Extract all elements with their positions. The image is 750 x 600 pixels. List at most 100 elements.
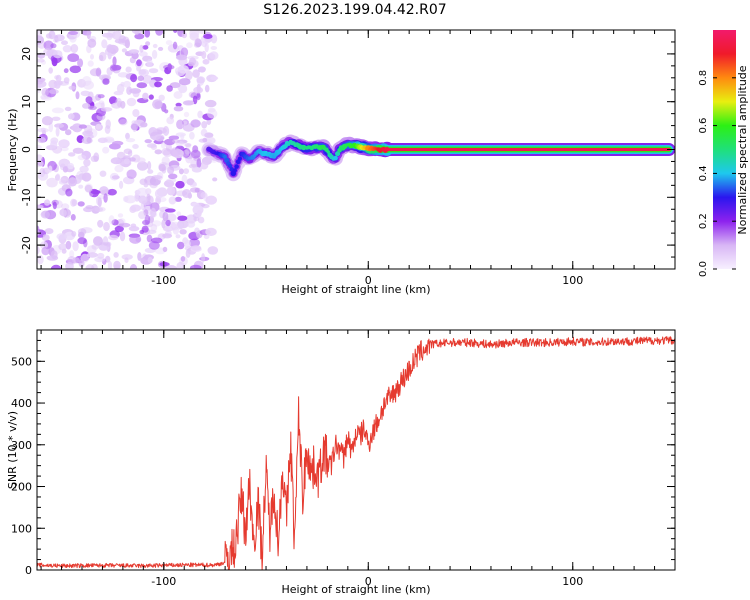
noise-blob bbox=[110, 157, 123, 165]
noise-blob bbox=[111, 219, 119, 226]
noise-blob bbox=[108, 234, 119, 241]
noise-blob bbox=[83, 239, 88, 248]
noise-blob bbox=[54, 123, 65, 128]
noise-blob bbox=[186, 221, 196, 228]
noise-blob bbox=[85, 205, 94, 210]
noise-blob bbox=[194, 188, 200, 193]
noise-blob bbox=[87, 38, 97, 48]
y-tick-label: 500 bbox=[11, 355, 32, 368]
noise-blob bbox=[129, 264, 138, 269]
noise-blob bbox=[137, 161, 148, 171]
noise-blob bbox=[83, 158, 91, 167]
noise-blob bbox=[55, 173, 61, 182]
noise-blob bbox=[151, 49, 158, 59]
noise-blob bbox=[207, 109, 218, 119]
noise-blob bbox=[57, 80, 70, 86]
noise-blob bbox=[107, 52, 112, 60]
noise-blob bbox=[90, 54, 94, 60]
noise-blob bbox=[55, 126, 60, 137]
noise-blob bbox=[177, 241, 185, 250]
noise-blob bbox=[78, 124, 87, 129]
noise-blob bbox=[205, 227, 217, 236]
noise-blob bbox=[150, 207, 157, 218]
noise-blob bbox=[68, 152, 76, 157]
noise-blob bbox=[175, 54, 188, 61]
noise-blob bbox=[117, 72, 129, 78]
noise-blob bbox=[63, 77, 70, 83]
noise-blob bbox=[37, 160, 44, 167]
noise-blob bbox=[193, 42, 201, 48]
noise-blob bbox=[138, 211, 146, 220]
noise-blob bbox=[43, 40, 54, 51]
snr-ticks: -100 0 100 0 100 200 300 400 500 bbox=[11, 329, 676, 588]
noise-blob bbox=[48, 165, 53, 173]
noise-blob bbox=[103, 193, 108, 203]
noise-blob bbox=[118, 222, 131, 228]
noise-blob bbox=[103, 221, 110, 232]
noise-blob bbox=[129, 234, 142, 244]
noise-blob bbox=[113, 90, 124, 96]
noise-blob bbox=[114, 164, 124, 173]
noise-blob bbox=[142, 45, 149, 50]
noise-blob bbox=[118, 218, 126, 224]
noise-blob bbox=[137, 75, 145, 82]
spectrogram-marks bbox=[37, 30, 675, 269]
noise-blob bbox=[125, 66, 132, 73]
noise-blob bbox=[46, 255, 59, 261]
noise-blob bbox=[42, 234, 50, 239]
noise-blob bbox=[44, 228, 54, 235]
noise-blob bbox=[80, 90, 91, 97]
spectrogram-noise-blobs bbox=[37, 30, 219, 269]
noise-blob bbox=[97, 137, 108, 144]
noise-blob bbox=[161, 147, 172, 156]
noise-blob bbox=[52, 201, 57, 210]
noise-blob bbox=[196, 158, 202, 169]
noise-blob bbox=[201, 253, 206, 263]
noise-blob bbox=[95, 67, 102, 77]
noise-blob bbox=[178, 168, 184, 175]
noise-blob bbox=[128, 49, 140, 54]
noise-blob bbox=[54, 75, 59, 80]
noise-blob bbox=[105, 119, 111, 129]
noise-blob bbox=[198, 30, 207, 34]
noise-blob bbox=[102, 146, 110, 154]
noise-blob bbox=[205, 195, 217, 205]
noise-blob bbox=[37, 144, 42, 151]
noise-blob bbox=[184, 148, 191, 155]
noise-blob bbox=[183, 168, 190, 175]
noise-blob bbox=[158, 46, 164, 51]
noise-blob bbox=[121, 48, 127, 53]
snr-xlabel: Height of straight line (km) bbox=[281, 583, 430, 596]
noise-blob bbox=[210, 76, 219, 81]
noise-blob bbox=[91, 263, 98, 269]
noise-blob bbox=[144, 139, 152, 144]
noise-blob bbox=[162, 246, 168, 252]
noise-blob bbox=[132, 109, 140, 117]
noise-blob bbox=[107, 188, 117, 196]
noise-blob bbox=[37, 77, 46, 83]
noise-blob bbox=[86, 30, 91, 40]
colorbar-tick-label: 0.4 bbox=[698, 165, 709, 181]
noise-blob bbox=[202, 59, 210, 65]
noise-blob bbox=[85, 96, 93, 104]
noise-blob bbox=[181, 174, 188, 185]
noise-blob bbox=[182, 100, 195, 106]
noise-blob bbox=[147, 161, 152, 171]
y-tick-label: 400 bbox=[11, 397, 32, 410]
noise-blob bbox=[129, 88, 142, 94]
noise-blob bbox=[52, 50, 63, 59]
noise-blob bbox=[94, 206, 106, 212]
spectrogram-xlabel: Height of straight line (km) bbox=[281, 283, 430, 296]
noise-blob bbox=[209, 51, 219, 60]
noise-blob bbox=[125, 138, 136, 143]
noise-blob bbox=[189, 131, 195, 140]
noise-blob bbox=[136, 59, 142, 67]
noise-blob bbox=[109, 64, 117, 72]
y-tick-label: 0 bbox=[25, 564, 32, 577]
noise-blob bbox=[124, 195, 137, 204]
noise-blob bbox=[167, 166, 175, 175]
noise-blob bbox=[202, 137, 208, 143]
